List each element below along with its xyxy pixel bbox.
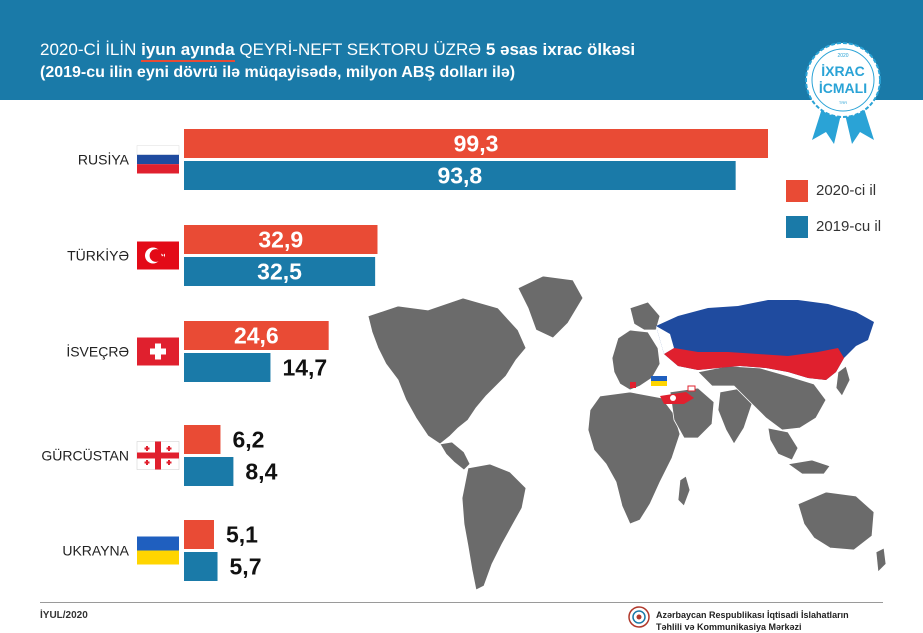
category-label: RUSİYA [78, 151, 130, 168]
data-label: 6,2 [232, 427, 264, 453]
world-map-image [368, 275, 887, 591]
russia-flag-icon [136, 145, 180, 174]
bar-2020 [184, 321, 329, 350]
bar-2019 [184, 552, 218, 581]
bar-2019 [184, 457, 234, 486]
category-label: GÜRCÜSTAN [41, 447, 129, 464]
footer-org-line1: Azərbaycan Respublikası İqtisadi İslahat… [656, 610, 849, 620]
footer-divider [40, 602, 883, 603]
page-subtitle: (2019-cu ilin eyni dövrü ilə müqayisədə,… [40, 64, 516, 81]
legend-label-2019: 2019-cu il [816, 218, 882, 235]
data-label: 99,3 [454, 131, 499, 157]
category-label: UKRAYNA [62, 543, 129, 559]
bar-2020 [184, 129, 768, 158]
data-label: 32,9 [258, 227, 303, 253]
ukraine-flag-icon [137, 536, 179, 565]
georgia-flag-icon [136, 441, 180, 470]
data-label: 8,4 [245, 459, 277, 485]
category-label: İSVEÇRƏ [66, 343, 129, 360]
bar-2020 [184, 225, 378, 254]
data-label: 14,7 [282, 355, 327, 381]
title-prefix: 2020-Cİ İLİN [40, 40, 137, 59]
data-label: 5,7 [230, 554, 262, 580]
badge-line2: İCMALI [819, 80, 867, 96]
page-title: 2020-Cİ İLİN iyun ayında QEYRİ-NEFT SEKT… [40, 40, 636, 62]
header-banner: 2020-Cİ İLİN iyun ayında QEYRİ-NEFT SEKT… [0, 0, 923, 100]
switzerland-flag-icon [137, 337, 179, 366]
footer-date: İYUL/2020 [40, 610, 88, 621]
bar-2019 [184, 353, 271, 382]
title-highlight: iyun ayında [141, 40, 235, 62]
ixrac-icmali-badge-logo: 2020 İXRAC İCMALI TRR [805, 42, 881, 144]
footer-org-line2: Təhlili və Kommunikasiya Mərkəzi [656, 622, 802, 632]
bar-2019 [184, 257, 376, 286]
data-label: 5,1 [226, 522, 258, 548]
category-label: TÜRKİYƏ [67, 247, 129, 264]
legend-swatch-2019 [786, 216, 808, 238]
bar-2020 [184, 425, 221, 454]
organization-emblem-icon [628, 606, 650, 628]
bar-2020 [184, 520, 214, 549]
title-middle: QEYRİ-NEFT SEKTORU ÜZRƏ [239, 40, 482, 59]
title-bold: 5 əsas ixrac ölkəsi [485, 40, 636, 59]
data-label: 24,6 [234, 323, 279, 349]
turkey-flag-icon [137, 241, 179, 270]
legend-label-2020: 2020-ci il [816, 182, 877, 199]
data-label: 32,5 [257, 259, 302, 285]
data-label: 93,8 [437, 163, 482, 189]
badge-year-top: 2020 [837, 53, 848, 59]
badge-year-bottom: TRR [839, 100, 847, 105]
bar-2019 [184, 161, 736, 190]
badge-line1: İXRAC [821, 63, 865, 79]
footer-organization: Azərbaycan Respublikası İqtisadi İslahat… [656, 609, 849, 633]
legend-swatch-2020 [786, 180, 808, 202]
